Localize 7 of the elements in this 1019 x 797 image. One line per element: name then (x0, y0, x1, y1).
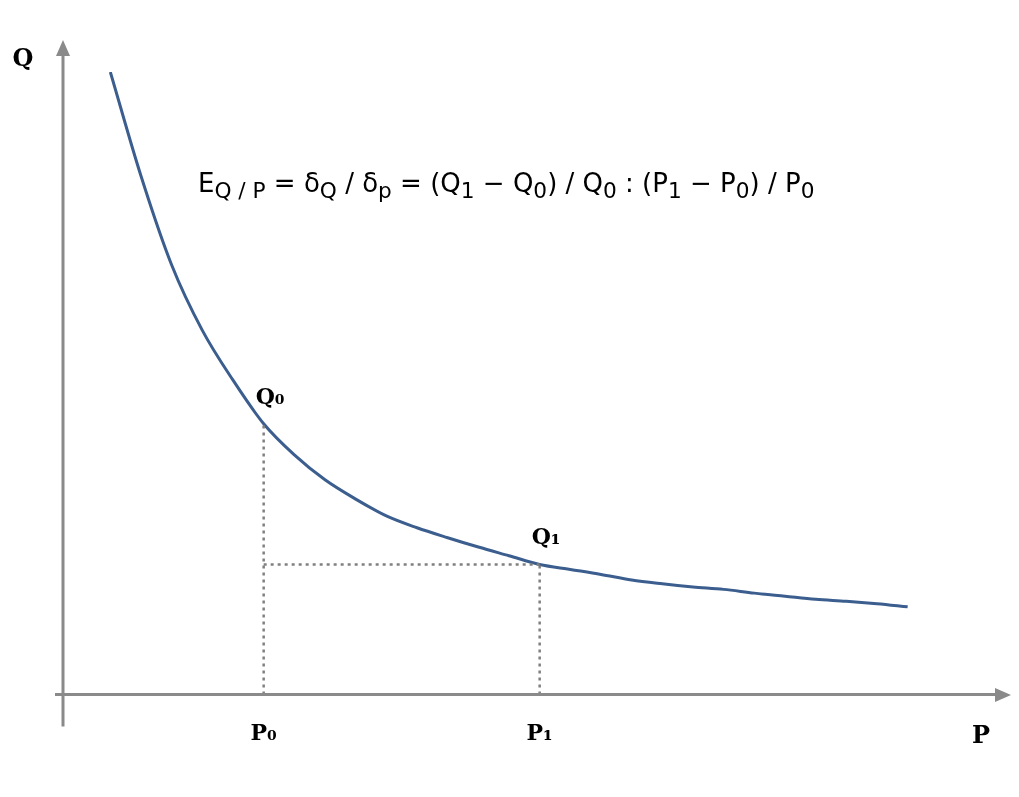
x-axis-title: P (971, 719, 991, 749)
y-axis-title: Q (12, 43, 34, 73)
x-tick-label: P₀ (250, 718, 278, 745)
x-tick-label: P₁ (526, 718, 553, 745)
text: E$_{Q / P}$ = δ$_{Q}$ / δ$_{p}$ = (Q$_{1}$ − Q$_{0}$) / Q$_{0}$ : (P$_{1}$ − P$_{0}$) / P$_{0}$ (198, 168, 815, 204)
annotation: Q₀ (255, 382, 285, 409)
annotation: Q₁ (531, 523, 561, 550)
